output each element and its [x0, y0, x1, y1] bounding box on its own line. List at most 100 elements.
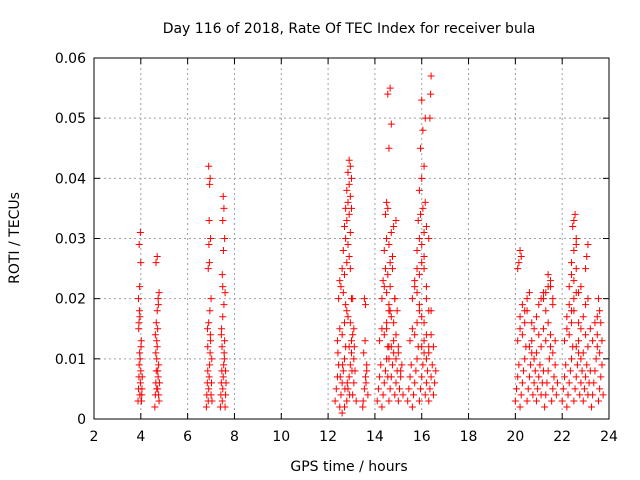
data-point	[541, 403, 549, 411]
data-point	[208, 397, 216, 405]
data-point	[422, 331, 430, 339]
data-point	[515, 259, 523, 267]
data-point	[549, 349, 557, 357]
data-point	[387, 313, 395, 321]
data-point	[380, 379, 388, 387]
data-point	[154, 301, 162, 309]
data-point	[521, 319, 529, 327]
data-point	[544, 367, 552, 375]
data-point	[514, 337, 522, 345]
data-point	[384, 271, 392, 279]
data-point	[393, 307, 401, 315]
data-point	[154, 367, 162, 375]
data-point	[391, 391, 399, 399]
data-point	[339, 247, 347, 255]
data-point	[413, 319, 421, 327]
data-point	[524, 385, 532, 393]
data-point	[331, 397, 339, 405]
data-point	[204, 265, 212, 273]
data-point	[582, 373, 590, 381]
data-point	[594, 295, 602, 303]
data-point	[414, 216, 422, 224]
data-point	[383, 289, 391, 297]
data-point	[559, 385, 567, 393]
data-point	[411, 277, 419, 285]
data-point	[374, 385, 382, 393]
data-point	[399, 391, 407, 399]
data-point	[543, 379, 551, 387]
data-point	[418, 174, 426, 182]
x-tick-label: 4	[136, 429, 145, 445]
data-point	[583, 361, 591, 369]
data-point	[425, 235, 433, 242]
data-point	[589, 391, 597, 399]
data-point	[378, 295, 386, 303]
data-point	[385, 241, 393, 249]
data-point	[392, 331, 400, 339]
data-point	[545, 355, 553, 363]
data-point	[345, 253, 353, 261]
data-point	[568, 259, 576, 267]
data-point	[586, 325, 594, 333]
data-point	[206, 349, 214, 357]
data-point	[583, 253, 591, 261]
data-point	[153, 253, 161, 261]
data-point	[397, 373, 405, 381]
data-point	[156, 379, 164, 387]
data-point	[206, 174, 214, 182]
data-point	[426, 385, 434, 393]
data-point	[413, 265, 421, 273]
data-point	[385, 144, 393, 152]
y-tick-label: 0.01	[55, 352, 86, 368]
data-point	[534, 385, 542, 393]
data-point	[422, 379, 430, 387]
data-point	[529, 391, 537, 399]
data-point	[577, 325, 585, 333]
data-point	[428, 361, 436, 369]
axis-ticks	[93, 57, 610, 420]
data-point	[373, 397, 381, 405]
data-point	[348, 204, 355, 212]
data-point	[579, 313, 587, 321]
data-point	[217, 331, 225, 339]
data-point	[350, 355, 358, 363]
data-point	[511, 397, 519, 405]
data-point	[153, 307, 161, 315]
data-point	[417, 210, 425, 218]
data-point	[206, 361, 214, 369]
data-point	[352, 397, 360, 405]
data-point	[383, 325, 391, 333]
data-point	[590, 379, 598, 387]
data-point	[349, 331, 357, 339]
data-point	[222, 391, 230, 399]
data-point	[153, 355, 161, 363]
data-point	[408, 325, 416, 333]
data-point	[137, 259, 145, 267]
data-point	[220, 361, 228, 369]
data-point	[361, 337, 369, 345]
data-point	[153, 343, 161, 351]
data-point	[516, 403, 524, 411]
data-point	[563, 325, 571, 333]
data-point	[572, 265, 580, 273]
data-point	[577, 379, 585, 387]
data-point	[134, 295, 142, 303]
data-point	[337, 283, 345, 291]
data-point	[205, 385, 213, 393]
data-point	[518, 379, 526, 387]
data-point	[337, 391, 345, 399]
data-point	[425, 343, 433, 351]
data-point	[598, 337, 606, 345]
data-point	[135, 361, 143, 369]
data-point	[348, 337, 355, 345]
data-point	[408, 295, 416, 303]
data-point	[381, 265, 389, 273]
data-point	[549, 295, 557, 303]
data-point	[363, 361, 371, 369]
data-point	[412, 367, 420, 375]
data-point	[565, 379, 573, 387]
data-point	[340, 355, 348, 363]
data-point	[349, 295, 357, 303]
data-point	[220, 301, 228, 309]
data-point	[420, 253, 428, 261]
